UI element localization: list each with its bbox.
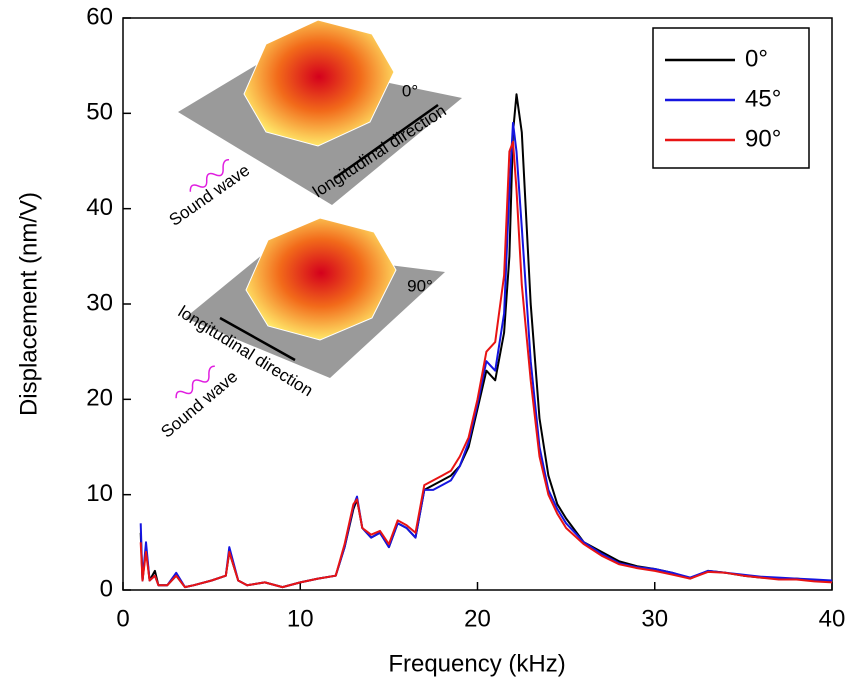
- x-tick-label: 20: [464, 605, 491, 632]
- y-tick-label: 40: [86, 194, 113, 221]
- legend: [652, 27, 810, 169]
- y-tick-label: 20: [86, 385, 113, 412]
- octagon: [245, 217, 397, 341]
- annotation: Sound wave: [166, 161, 254, 230]
- x-tick-label: 10: [287, 605, 314, 632]
- legend-label: 0°: [745, 45, 768, 72]
- x-tick-label: 40: [819, 605, 846, 632]
- y-tick-label: 60: [86, 3, 113, 30]
- y-tick-label: 0: [100, 575, 113, 602]
- wave: [175, 365, 215, 399]
- annotation: Sound wave: [157, 367, 241, 442]
- x-axis-label: Frequency (kHz): [388, 650, 565, 677]
- arrow: [219, 316, 296, 362]
- y-tick-label: 30: [86, 289, 113, 316]
- y-tick-label: 10: [86, 480, 113, 507]
- inset-0: [178, 19, 462, 205]
- x-tick-label: 30: [641, 605, 668, 632]
- inset-1: [175, 217, 445, 399]
- legend-label: 45°: [745, 85, 781, 112]
- x-tick-label: 0: [116, 605, 129, 632]
- arrow: [334, 103, 439, 180]
- annotation: 90°: [407, 276, 433, 295]
- y-tick-label: 50: [86, 99, 113, 126]
- octagon: [243, 19, 395, 147]
- wave: [189, 159, 230, 192]
- annotation: 0°: [402, 81, 418, 100]
- y-axis-label: Displacement (nm/V): [15, 192, 42, 416]
- legend-label: 90°: [745, 125, 781, 152]
- series-line: [139, 140, 833, 589]
